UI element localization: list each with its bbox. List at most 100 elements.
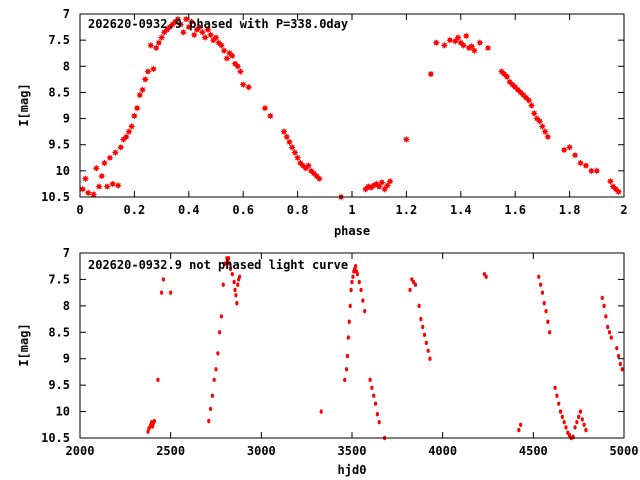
data-point bbox=[577, 414, 581, 420]
y-tick-label: 7.5 bbox=[48, 33, 70, 47]
data-point bbox=[155, 39, 163, 47]
data-point bbox=[161, 277, 166, 282]
data-point bbox=[130, 112, 138, 120]
x-tick-label: 0.2 bbox=[124, 203, 146, 217]
data-point bbox=[582, 162, 590, 170]
data-point bbox=[417, 303, 421, 309]
data-point bbox=[541, 128, 549, 136]
data-point bbox=[553, 385, 557, 390]
data-point bbox=[378, 178, 386, 186]
data-point bbox=[117, 143, 125, 151]
x-tick-label: 1.2 bbox=[396, 203, 418, 217]
y-tick-label: 8 bbox=[63, 59, 70, 73]
data-point bbox=[544, 308, 548, 314]
data-point bbox=[227, 256, 231, 261]
data-point bbox=[236, 282, 240, 287]
data-point bbox=[147, 41, 155, 49]
data-point bbox=[459, 41, 468, 49]
data-point bbox=[373, 401, 378, 406]
data-point bbox=[620, 367, 624, 372]
x-tick-label: 1.6 bbox=[504, 203, 526, 217]
data-point bbox=[174, 15, 182, 23]
panel-title: 202620-0932.9 phased with P=338.0day bbox=[88, 17, 348, 31]
data-point bbox=[114, 181, 122, 190]
data-point bbox=[557, 401, 561, 406]
data-point bbox=[354, 264, 358, 269]
data-point bbox=[207, 418, 211, 424]
y-tick-label: 9.5 bbox=[48, 138, 70, 152]
data-point bbox=[285, 138, 294, 146]
data-point bbox=[470, 47, 478, 55]
data-point bbox=[370, 385, 374, 390]
x-tick-label: 2500 bbox=[156, 444, 185, 458]
x-tick-label: 4500 bbox=[519, 444, 548, 458]
data-point bbox=[546, 319, 550, 324]
data-point bbox=[615, 345, 619, 351]
data-point bbox=[564, 425, 568, 430]
data-point bbox=[266, 112, 274, 120]
data-point bbox=[198, 28, 206, 36]
data-point bbox=[232, 279, 236, 285]
data-point bbox=[235, 301, 239, 306]
data-point bbox=[428, 356, 432, 361]
data-point bbox=[386, 177, 394, 185]
y-tick-label: 9 bbox=[63, 112, 70, 126]
data-point bbox=[587, 167, 595, 175]
data-point bbox=[228, 52, 236, 60]
data-point bbox=[100, 159, 109, 167]
data-point bbox=[221, 282, 225, 287]
plot-frame bbox=[79, 252, 625, 439]
x-axis-label: hjd0 bbox=[338, 463, 367, 477]
data-point bbox=[355, 271, 360, 277]
y-axis-label: I[mag] bbox=[17, 83, 31, 126]
data-point bbox=[377, 419, 381, 425]
x-tick-label: 2 bbox=[620, 203, 627, 217]
phased-light-curve-panel: 0 0.2 0.4 0.6 0.8 1 1.2 1.4 1.6 1.8 2 7 7.5 8 8.5 9 9.5 1… bbox=[17, 7, 628, 238]
data-point bbox=[562, 419, 566, 425]
data-points bbox=[146, 256, 624, 441]
x-tick-label: 0.6 bbox=[232, 203, 254, 217]
data-point bbox=[149, 65, 158, 73]
data-point bbox=[446, 36, 454, 44]
data-point bbox=[122, 133, 130, 141]
data-point bbox=[95, 182, 103, 191]
data-point bbox=[92, 164, 100, 172]
data-point bbox=[212, 33, 220, 42]
data-point bbox=[536, 117, 544, 125]
data-point bbox=[618, 361, 622, 367]
data-point bbox=[348, 303, 352, 309]
x-tick-label: 3500 bbox=[338, 444, 367, 458]
y-tick-label: 8.5 bbox=[48, 325, 70, 339]
axis-ticks: 0 0.2 0.4 0.6 0.8 1 1.2 1.4 1.6 1.8 2 7 7.5 8 8.5 9 9.5 1… bbox=[41, 7, 628, 217]
data-point bbox=[111, 148, 119, 157]
data-point bbox=[160, 290, 164, 295]
unphased-light-curve-panel: 2000 2500 3000 3500 4000 4500 5000 7 7.5 8 8.5 9 9.5… bbox=[17, 246, 638, 477]
data-point bbox=[219, 314, 224, 319]
data-point bbox=[537, 274, 541, 279]
data-point bbox=[228, 266, 233, 272]
data-point bbox=[182, 15, 190, 23]
data-point bbox=[476, 39, 484, 47]
data-point bbox=[79, 185, 87, 193]
data-point bbox=[109, 180, 117, 188]
x-tick-label: 1 bbox=[348, 203, 355, 217]
data-point bbox=[560, 146, 568, 154]
axis-ticks: 2000 2500 3000 3500 4000 4500 5000 7 7.5 8 8.5 9 9.5… bbox=[41, 246, 638, 458]
data-point bbox=[609, 335, 613, 340]
data-point bbox=[607, 330, 612, 335]
data-point bbox=[196, 23, 204, 31]
data-point bbox=[576, 159, 585, 167]
data-point bbox=[375, 182, 383, 191]
data-point bbox=[261, 104, 269, 112]
data-point bbox=[349, 287, 353, 293]
data-point bbox=[602, 303, 606, 309]
data-point bbox=[372, 393, 376, 398]
data-point bbox=[234, 293, 238, 298]
data-point bbox=[600, 295, 604, 301]
data-point bbox=[125, 128, 133, 136]
data-point bbox=[187, 18, 196, 26]
y-tick-label: 9 bbox=[63, 352, 70, 366]
data-point bbox=[179, 28, 187, 36]
